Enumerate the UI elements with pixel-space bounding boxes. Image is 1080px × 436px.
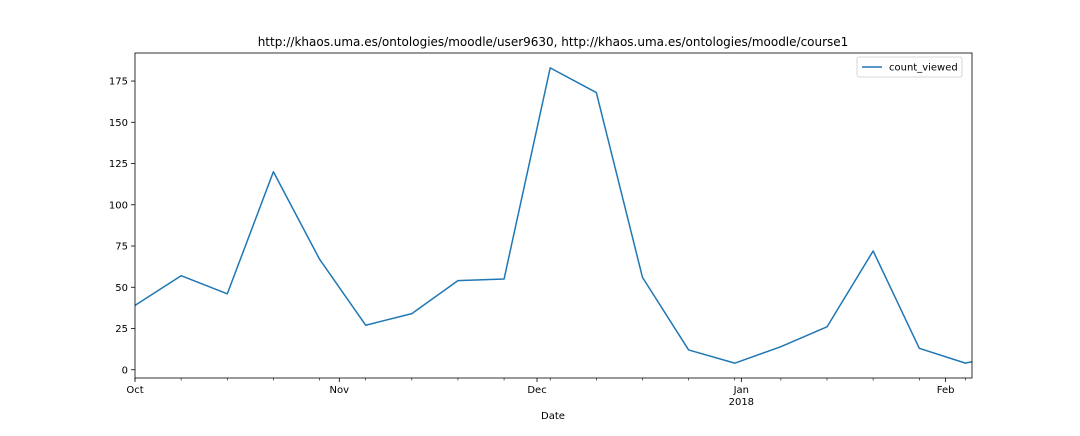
x-tick-label: Feb (937, 385, 955, 396)
x-axis-label: Date (541, 411, 565, 422)
y-tick-label: 0 (122, 365, 128, 376)
y-tick-label: 50 (115, 283, 128, 294)
chart-title: http://khaos.uma.es/ontologies/moodle/us… (258, 35, 849, 49)
legend-box (856, 56, 963, 78)
y-tick-label: 150 (109, 118, 128, 129)
y-tick-label: 175 (109, 77, 128, 88)
plot-frame (134, 52, 973, 379)
x-tick-sublabel: 2018 (729, 397, 754, 408)
x-tick-label: Dec (527, 385, 546, 396)
x-tick-label: Jan (733, 385, 749, 396)
x-tick-label: Nov (330, 385, 350, 396)
y-tick-label: 75 (115, 242, 128, 253)
y-tick-label: 100 (109, 200, 128, 211)
y-tick-label: 125 (109, 159, 128, 170)
series-line-count-viewed (135, 67, 972, 364)
legend-label: count_viewed (889, 63, 958, 74)
y-tick-label: 25 (115, 324, 128, 335)
x-tick-label: Oct (126, 385, 143, 396)
